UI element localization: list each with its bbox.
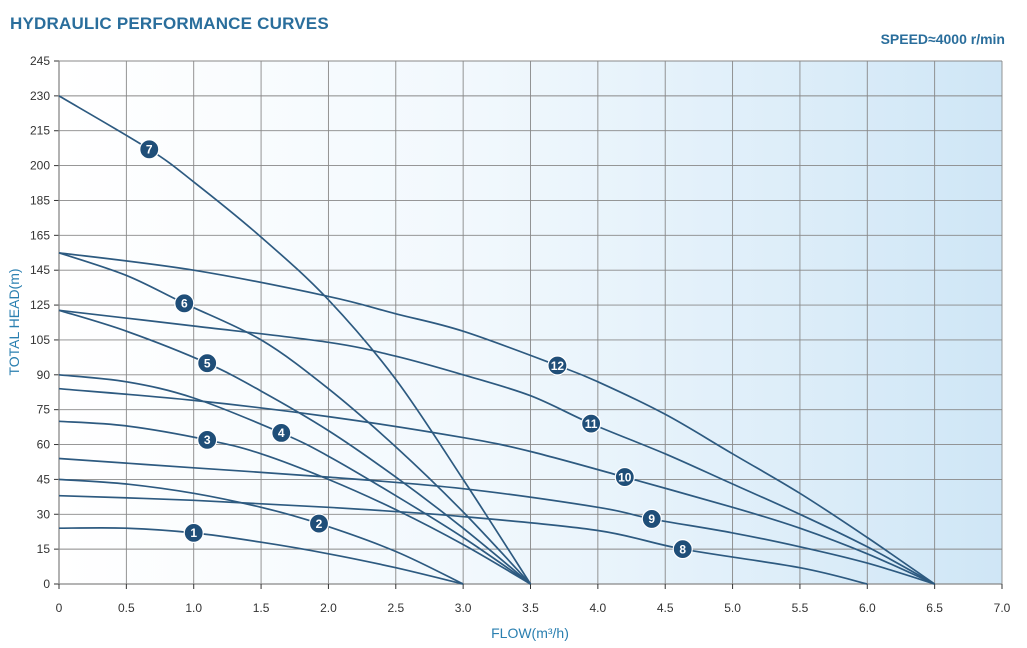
y-tick-label: 245	[30, 54, 50, 68]
x-tick-label: 4.5	[657, 601, 674, 615]
tick-labels: 0153045607590105125145165185200215230245…	[30, 54, 1011, 615]
curve-4	[58, 373, 531, 585]
badge-label-6: 6	[181, 297, 188, 311]
curve-2	[58, 478, 464, 585]
y-tick-label: 200	[30, 159, 50, 173]
x-tick-label: 3.0	[455, 601, 472, 615]
y-tick-label: 75	[37, 403, 51, 417]
badge-label-8: 8	[679, 542, 686, 556]
x-tick-label: 2.5	[387, 601, 404, 615]
badge-circle-10	[614, 466, 635, 488]
x-tick-label: 6.0	[859, 601, 876, 615]
badge-circle-11	[581, 413, 602, 434]
x-tick-label: 6.5	[926, 601, 943, 615]
x-tick-label: 2.0	[320, 601, 337, 615]
badge-circle-6	[174, 293, 195, 314]
y-tick-label: 145	[30, 263, 50, 277]
y-tick-label: 215	[30, 124, 50, 138]
curve-3	[58, 420, 531, 585]
curve-8	[58, 494, 868, 585]
y-tick-label: 60	[37, 438, 51, 452]
chart-title: HYDRAULIC PERFORMANCE CURVES	[10, 14, 329, 33]
badge-label-9: 9	[648, 512, 655, 526]
badge-circle-5	[197, 353, 218, 374]
y-tick-label: 125	[30, 298, 50, 312]
badge-label-11: 11	[585, 417, 598, 431]
y-tick-label: 165	[30, 228, 50, 242]
y-tick-label: 105	[30, 333, 50, 347]
badge-circle-9	[641, 508, 662, 530]
y-tick-label: 230	[30, 89, 50, 103]
badge-label-3: 3	[204, 433, 211, 447]
badge-circle-4	[271, 422, 292, 444]
x-tick-label: 5.5	[792, 601, 809, 615]
curve-6	[58, 251, 532, 585]
x-tick-label: 7.0	[994, 601, 1011, 615]
badge-circle-8	[672, 539, 693, 560]
y-tick-label: 185	[30, 193, 50, 207]
x-tick-label: 5.0	[724, 601, 741, 615]
x-axis-label: FLOW(m³/h)	[491, 625, 569, 641]
curve-9	[58, 457, 935, 585]
x-tick-label: 4.0	[590, 601, 607, 615]
curve-10	[58, 387, 935, 585]
y-axis-label: TOTAL HEAD(m)	[6, 268, 22, 375]
badge-circle-7	[139, 139, 160, 160]
badge-label-4: 4	[278, 426, 285, 440]
x-tick-label: 0	[56, 601, 63, 615]
badge-label-7: 7	[146, 143, 153, 157]
y-tick-label: 90	[37, 368, 51, 382]
badge-circle-3	[197, 429, 218, 450]
grid	[54, 60, 1003, 589]
badge-circle-12	[547, 355, 568, 376]
curve-1	[58, 526, 464, 585]
x-tick-label: 1.5	[253, 601, 270, 615]
badge-label-10: 10	[618, 470, 632, 484]
badge-label-1: 1	[190, 526, 197, 540]
y-tick-label: 30	[37, 507, 51, 521]
badge-label-12: 12	[551, 359, 565, 373]
y-tick-label: 0	[43, 577, 50, 591]
x-tick-label: 1.0	[185, 601, 202, 615]
badge-circle-1	[183, 522, 204, 543]
x-tick-label: 0.5	[118, 601, 135, 615]
y-tick-label: 15	[37, 542, 51, 556]
x-tick-label: 3.5	[522, 601, 539, 615]
badge-label-5: 5	[204, 356, 211, 370]
speed-label: SPEED≈4000 r/min	[880, 31, 1005, 47]
curve-5	[58, 309, 532, 585]
badge-label-2: 2	[316, 517, 323, 531]
badge-circle-2	[308, 513, 330, 534]
y-tick-label: 45	[37, 472, 51, 486]
curve-11	[58, 309, 936, 585]
